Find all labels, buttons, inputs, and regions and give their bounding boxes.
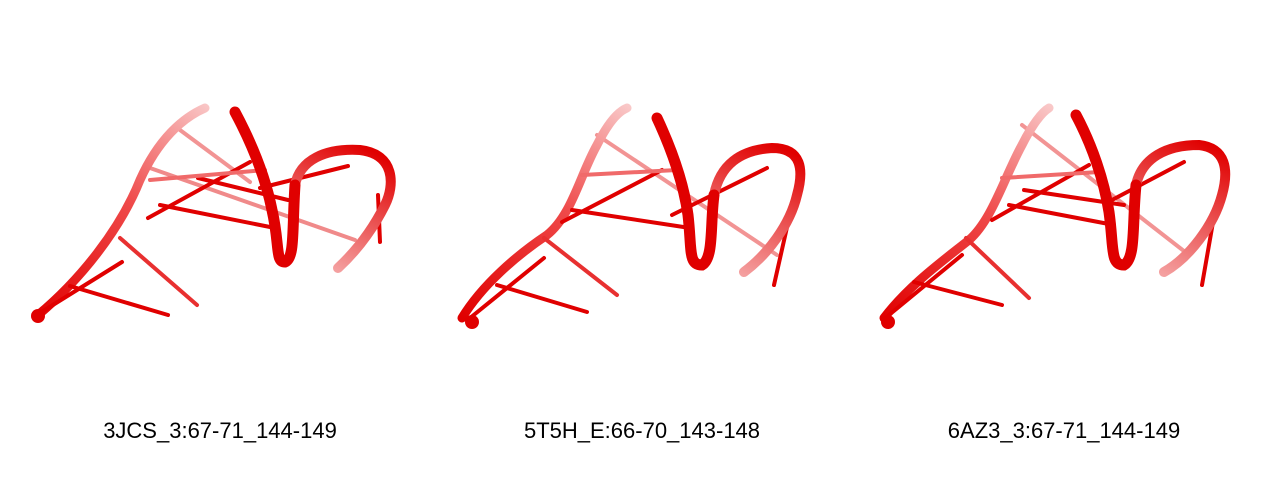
backbone-front xyxy=(651,112,720,271)
structure-panel-2: 5T5H_E:66-70_143-148 xyxy=(422,0,842,480)
rna-structure-3 xyxy=(879,103,1231,329)
base-stick xyxy=(148,166,357,242)
base-stick xyxy=(580,168,679,177)
structure-label-1: 3JCS_3:67-71_144-149 xyxy=(103,418,337,443)
base-stick xyxy=(146,160,252,220)
base-stick xyxy=(158,203,277,230)
structure-label-2: 5T5H_E:66-70_143-148 xyxy=(523,418,761,443)
backbone-front xyxy=(229,106,301,268)
rna-structure-2 xyxy=(457,103,806,329)
base-stick xyxy=(1110,160,1186,202)
base-stick xyxy=(542,236,619,297)
terminal-sphere xyxy=(31,309,45,323)
backbone-front xyxy=(1070,109,1142,271)
base-stick xyxy=(68,284,170,317)
base-stick xyxy=(1000,170,1101,180)
base-stick xyxy=(912,280,1004,307)
base-stick xyxy=(964,236,1031,300)
terminal-sphere xyxy=(881,315,895,329)
structure-label-3: 6AZ3_3:67-71_144-149 xyxy=(947,418,1181,443)
base-stick xyxy=(560,168,664,224)
backbone-loop xyxy=(1131,139,1231,277)
base-stick xyxy=(118,236,199,307)
terminal-sphere xyxy=(465,315,479,329)
backbone-loop xyxy=(290,144,396,273)
base-stick xyxy=(495,283,589,314)
rna-structure-1 xyxy=(31,103,396,323)
backbone-loop xyxy=(709,142,806,277)
structure-panel-1: 3JCS_3:67-71_144-149 xyxy=(0,0,420,480)
base-stick xyxy=(258,164,350,190)
base-stick xyxy=(148,168,267,182)
base-stick xyxy=(570,208,692,230)
backbone-strand xyxy=(457,103,632,323)
base-stick xyxy=(1007,203,1116,227)
backbone-strand xyxy=(879,103,1054,323)
backbone-strand xyxy=(33,103,210,320)
structure-panel-3: 6AZ3_3:67-71_144-149 xyxy=(844,0,1264,480)
